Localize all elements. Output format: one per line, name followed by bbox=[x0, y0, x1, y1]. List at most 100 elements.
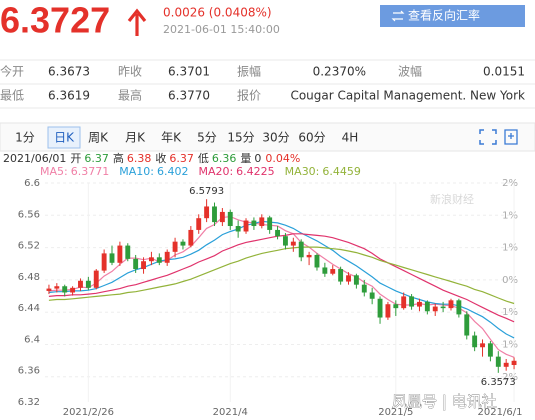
candle-body bbox=[472, 335, 478, 348]
tab-selected-bg[interactable] bbox=[47, 126, 81, 149]
candle-body bbox=[298, 241, 304, 258]
candle-body bbox=[417, 301, 422, 307]
stat-value: 6.3701 bbox=[168, 65, 210, 79]
stat-label: 最低 bbox=[0, 89, 24, 103]
time: 2021-06-01 15:40:00 bbox=[163, 23, 280, 36]
candle-body bbox=[188, 229, 194, 246]
candle-body bbox=[306, 254, 312, 258]
tab[interactable]: 30分 bbox=[262, 131, 289, 145]
x-tick-label: 2021/2/26 bbox=[63, 407, 114, 418]
legend-name: MA5: bbox=[40, 165, 68, 178]
bar-change: 0.04% bbox=[265, 152, 300, 165]
legend-value: 6.402 bbox=[157, 165, 189, 178]
candle-body bbox=[369, 292, 375, 299]
ma-legend: MA5: 6.3771 MA10: 6.402 MA20: 6.4225 MA30: 6.44… bbox=[40, 165, 361, 178]
bar-label: 高 bbox=[113, 151, 124, 165]
candle-body bbox=[62, 286, 68, 293]
tab[interactable]: 4H bbox=[342, 131, 359, 145]
candle-body bbox=[141, 261, 146, 270]
candle-body bbox=[314, 254, 320, 268]
y-tick-label: 6.48 bbox=[18, 272, 40, 283]
tab[interactable]: 5分 bbox=[197, 131, 217, 145]
stat-value: 6.3673 bbox=[48, 65, 90, 79]
legend-name: MA20: bbox=[198, 165, 233, 178]
stat-value: 6.3619 bbox=[48, 89, 90, 103]
candle-body bbox=[495, 356, 501, 367]
candle-body bbox=[259, 217, 265, 227]
watermark: 凤凰号 | 电讯社 bbox=[392, 393, 497, 411]
candle-body bbox=[78, 280, 83, 288]
y2-tick-label: 1% bbox=[502, 307, 518, 318]
y2-tick-label: 0% bbox=[502, 275, 518, 286]
bar-value: 0 bbox=[254, 152, 261, 165]
candle-body bbox=[448, 300, 454, 309]
tab[interactable]: 1分 bbox=[15, 131, 35, 145]
candle-body bbox=[464, 314, 470, 336]
y-tick-label: 6.32 bbox=[18, 397, 40, 408]
reverse-rate-label[interactable]: 查看反向汇率 bbox=[408, 8, 480, 23]
ma-line bbox=[48, 215, 515, 358]
candle-body bbox=[156, 257, 162, 263]
bar-label: 开 bbox=[70, 152, 81, 165]
stat-value: Cougar Capital Management. New York bbox=[290, 89, 525, 103]
reverse-rate-button[interactable] bbox=[380, 5, 525, 27]
tab[interactable]: 年K bbox=[161, 131, 182, 145]
tab[interactable]: 周K bbox=[88, 131, 109, 145]
stat-label: 波幅 bbox=[398, 64, 422, 79]
tab[interactable]: 日K bbox=[54, 131, 75, 145]
candle-body bbox=[93, 270, 99, 288]
stat-value: 0.2370% bbox=[313, 65, 366, 79]
candle-body bbox=[353, 275, 359, 285]
y2-tick-label: 2% bbox=[502, 178, 518, 189]
tab[interactable]: 月K bbox=[125, 131, 146, 145]
x-tick-label: 2021/6/1 bbox=[478, 407, 523, 418]
ma-line bbox=[48, 220, 515, 339]
candle-body bbox=[480, 343, 485, 348]
candle-body bbox=[361, 284, 367, 293]
legend-value: 6.3771 bbox=[71, 165, 110, 178]
tab[interactable]: 60分 bbox=[298, 131, 325, 145]
candle-body bbox=[440, 306, 446, 309]
candle-body bbox=[503, 362, 509, 367]
candle-body bbox=[424, 301, 430, 312]
candle-body bbox=[117, 245, 123, 263]
price: 6.3727 bbox=[0, 0, 110, 41]
candle-body bbox=[46, 288, 52, 291]
y2-tick-label: 1% bbox=[502, 210, 518, 221]
candle-body bbox=[346, 275, 351, 282]
candle-body bbox=[227, 211, 233, 227]
bar-value: 6.37 bbox=[84, 152, 109, 165]
stat-label: 最高 bbox=[118, 88, 142, 103]
up-arrow bbox=[127, 8, 147, 36]
candle-body bbox=[338, 269, 344, 282]
y2-tick-label: 1% bbox=[502, 243, 518, 254]
settings-icon[interactable] bbox=[504, 129, 518, 145]
change: 0.0026 (0.0408%) bbox=[163, 6, 272, 20]
candle-body bbox=[267, 217, 273, 230]
legend-name: MA10: bbox=[119, 165, 154, 178]
min-annotation: 6.3573 bbox=[481, 377, 516, 388]
candle-body bbox=[282, 236, 288, 246]
candle-body bbox=[148, 257, 154, 262]
candle-body bbox=[212, 206, 217, 223]
max-annotation: 6.5793 bbox=[189, 186, 224, 197]
candle-body bbox=[401, 296, 407, 309]
candle-body bbox=[101, 253, 107, 271]
stat-value: 0.0151 bbox=[483, 65, 525, 79]
x-tick-label: 2021/5 bbox=[378, 407, 413, 418]
ma-line bbox=[48, 233, 515, 323]
bar-date: 2021/06/01 bbox=[3, 152, 66, 165]
watermark: 新浪财经 bbox=[430, 192, 474, 206]
bar-value: 6.38 bbox=[127, 152, 152, 165]
fullscreen-icon[interactable] bbox=[479, 129, 497, 145]
candle-body bbox=[385, 304, 391, 318]
bar-info: 2021/06/01 开 6.37 高 6.38 收 6.37 低 6.36 量 0 0.04% bbox=[3, 151, 300, 165]
candle-body bbox=[54, 286, 60, 289]
candle-body bbox=[393, 304, 399, 309]
tab[interactable]: 15分 bbox=[227, 131, 254, 145]
y-tick-label: 6.6 bbox=[24, 178, 40, 189]
candle-body bbox=[125, 245, 131, 259]
candle-body bbox=[109, 253, 115, 263]
candle-body bbox=[511, 360, 517, 366]
